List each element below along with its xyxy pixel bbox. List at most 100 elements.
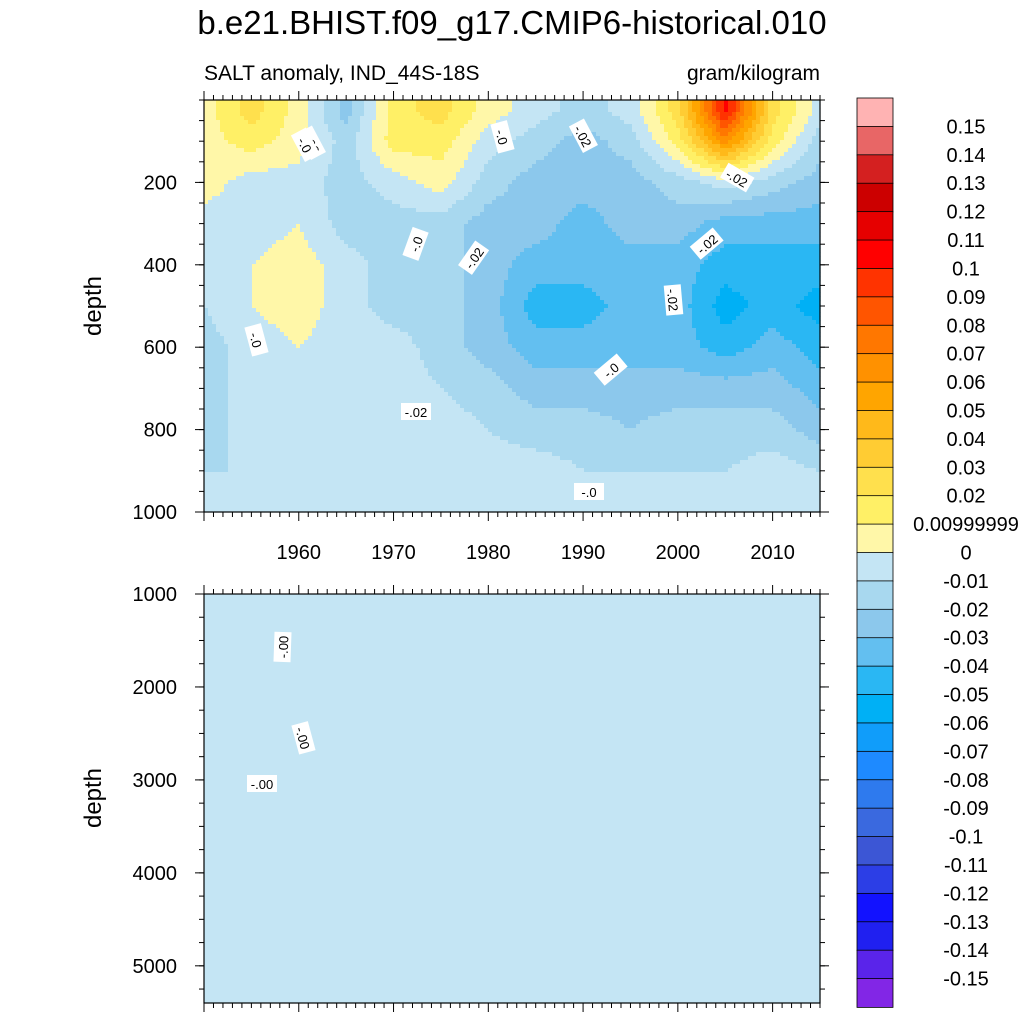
heatmap-cell bbox=[224, 124, 229, 129]
heatmap-cell bbox=[484, 104, 489, 109]
heatmap-cell bbox=[788, 108, 793, 113]
heatmap-cell bbox=[244, 100, 249, 105]
heatmap-cell bbox=[232, 200, 237, 205]
heatmap-cell bbox=[208, 132, 213, 137]
heatmap-cell bbox=[252, 176, 257, 181]
heatmap-cell bbox=[752, 120, 757, 125]
heatmap-cell bbox=[800, 120, 805, 125]
heatmap-cell bbox=[664, 160, 669, 165]
heatmap-cell bbox=[692, 164, 697, 169]
heatmap-cell bbox=[476, 112, 481, 117]
heatmap-cell bbox=[360, 144, 365, 149]
heatmap-cell bbox=[484, 120, 489, 125]
heatmap-cell bbox=[240, 144, 245, 149]
heatmap-cell bbox=[784, 132, 789, 137]
heatmap-cell bbox=[216, 212, 221, 217]
heatmap-cell bbox=[784, 224, 789, 229]
heatmap-cell bbox=[692, 208, 697, 213]
heatmap-cell bbox=[608, 216, 613, 221]
heatmap-cell bbox=[808, 100, 813, 105]
heatmap-cell bbox=[708, 220, 713, 225]
heatmap-cell bbox=[336, 192, 341, 197]
heatmap-cell bbox=[724, 212, 729, 217]
heatmap-cell bbox=[228, 196, 233, 201]
heatmap-cell bbox=[332, 148, 337, 153]
heatmap-cell bbox=[320, 176, 325, 181]
heatmap-cell bbox=[792, 180, 797, 185]
heatmap-cell bbox=[604, 144, 609, 149]
heatmap-cell bbox=[620, 204, 625, 209]
heatmap-cell bbox=[308, 220, 313, 225]
heatmap-cell bbox=[328, 188, 333, 193]
heatmap-cell bbox=[428, 120, 433, 125]
heatmap-cell bbox=[244, 120, 249, 125]
heatmap-cell bbox=[540, 192, 545, 197]
heatmap-cell bbox=[736, 128, 741, 133]
heatmap-cell bbox=[528, 164, 533, 169]
heatmap-cell bbox=[624, 120, 629, 125]
heatmap-cell bbox=[348, 224, 353, 229]
heatmap-cell bbox=[488, 116, 493, 121]
heatmap-cell bbox=[668, 108, 673, 113]
heatmap-cell bbox=[292, 128, 297, 133]
heatmap-cell bbox=[368, 176, 373, 181]
heatmap-cell bbox=[568, 172, 573, 177]
heatmap-cell bbox=[548, 212, 553, 217]
heatmap-cell bbox=[476, 192, 481, 197]
heatmap-cell bbox=[544, 112, 549, 117]
heatmap-cell bbox=[276, 128, 281, 133]
heatmap-cell bbox=[552, 152, 557, 157]
heatmap-cell bbox=[632, 148, 637, 153]
heatmap-cell bbox=[692, 148, 697, 153]
heatmap-cell bbox=[448, 184, 453, 189]
heatmap-cell bbox=[504, 184, 509, 189]
heatmap-cell bbox=[288, 168, 293, 173]
heatmap-cell bbox=[380, 184, 385, 189]
heatmap-cell bbox=[756, 176, 761, 181]
heatmap-cell bbox=[504, 208, 509, 213]
heatmap-cell bbox=[496, 188, 501, 193]
heatmap-cell bbox=[416, 180, 421, 185]
heatmap-cell bbox=[496, 216, 501, 221]
heatmap-cell bbox=[536, 100, 541, 105]
heatmap-cell bbox=[316, 224, 321, 229]
heatmap-cell bbox=[392, 192, 397, 197]
heatmap-cell bbox=[276, 100, 281, 105]
heatmap-cell bbox=[380, 124, 385, 129]
heatmap-cell bbox=[768, 128, 773, 133]
heatmap-cell bbox=[348, 156, 353, 161]
heatmap-cell bbox=[264, 152, 269, 157]
heatmap-cell bbox=[340, 112, 345, 117]
heatmap-cell bbox=[808, 220, 813, 225]
heatmap-cell bbox=[308, 120, 313, 125]
heatmap-cell bbox=[572, 176, 577, 181]
heatmap-cell bbox=[348, 152, 353, 157]
heatmap-cell bbox=[412, 172, 417, 177]
heatmap-cell bbox=[448, 136, 453, 141]
heatmap-cell bbox=[636, 200, 641, 205]
heatmap-cell bbox=[384, 140, 389, 145]
heatmap-cell bbox=[504, 196, 509, 201]
heatmap-cell bbox=[348, 132, 353, 137]
heatmap-cell bbox=[324, 220, 329, 225]
heatmap-cell bbox=[236, 204, 241, 209]
heatmap-cell bbox=[556, 168, 561, 173]
heatmap-cell bbox=[332, 228, 337, 233]
heatmap-cell bbox=[324, 140, 329, 145]
heatmap-cell bbox=[748, 168, 753, 173]
heatmap-cell bbox=[420, 100, 425, 105]
heatmap-cell bbox=[452, 192, 457, 197]
heatmap-cell bbox=[788, 128, 793, 133]
heatmap-cell bbox=[616, 204, 621, 209]
heatmap-cell bbox=[456, 100, 461, 105]
heatmap-cell bbox=[328, 212, 333, 217]
heatmap-cell bbox=[672, 188, 677, 193]
heatmap-cell bbox=[512, 224, 517, 229]
heatmap-cell bbox=[596, 104, 601, 109]
heatmap-cell bbox=[524, 176, 529, 181]
heatmap-cell bbox=[624, 208, 629, 213]
heatmap-cell bbox=[588, 204, 593, 209]
heatmap-cell bbox=[660, 140, 665, 145]
heatmap-cell bbox=[440, 152, 445, 157]
heatmap-cell bbox=[260, 108, 265, 113]
